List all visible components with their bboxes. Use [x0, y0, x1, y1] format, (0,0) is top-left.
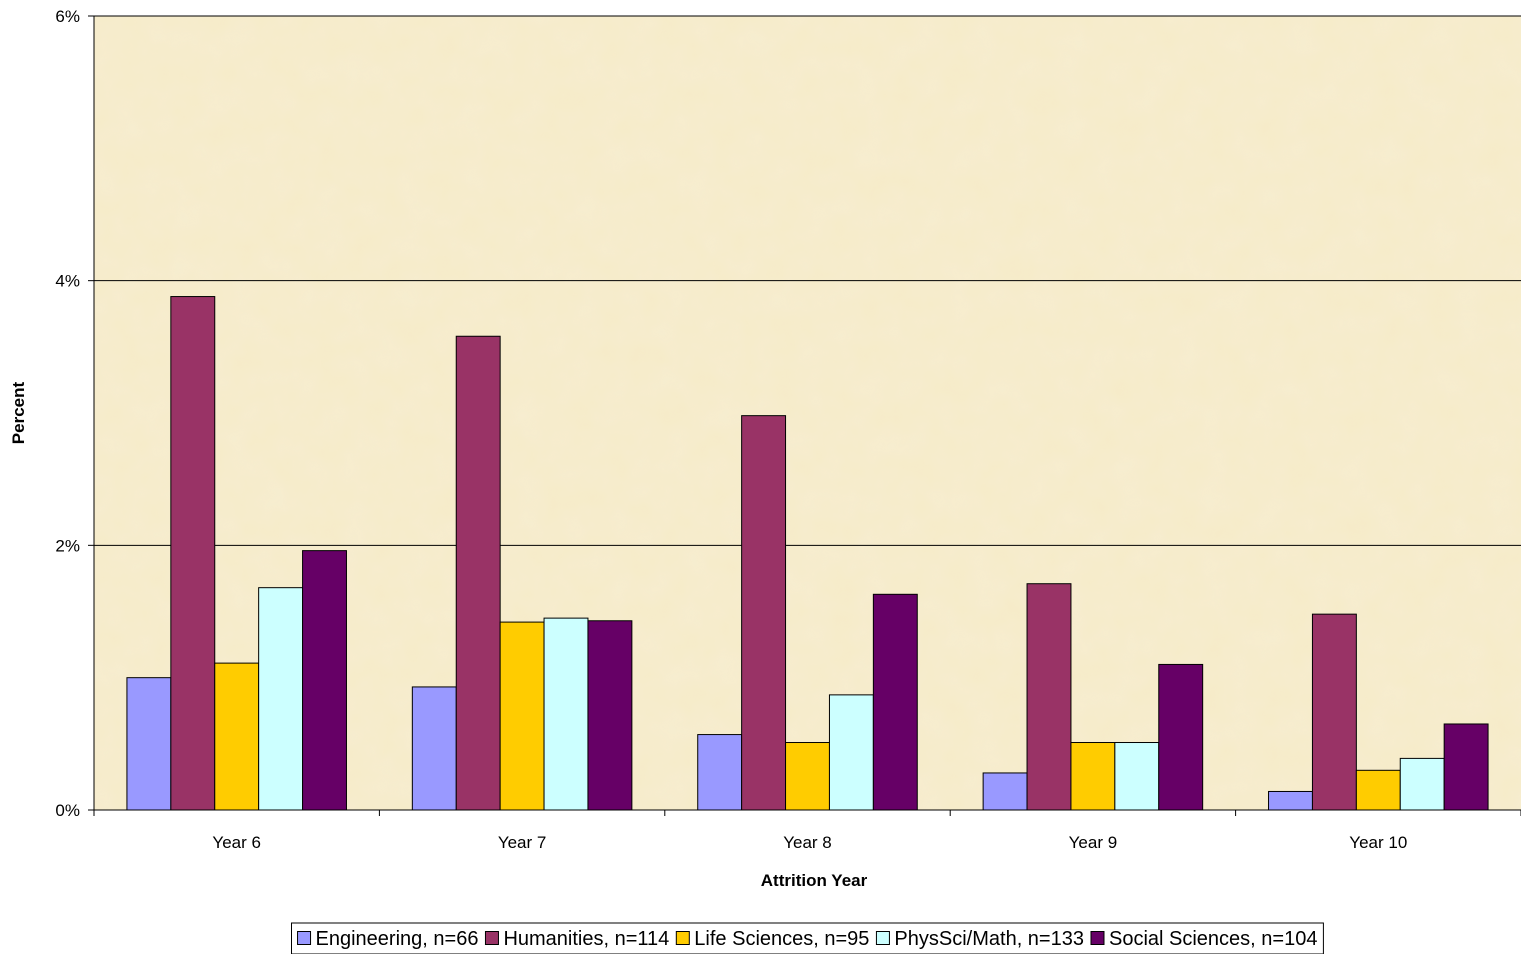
bar-physsci-math-year-6: [258, 587, 304, 811]
legend-box: [291, 922, 1324, 954]
y-tick-label: 4%: [55, 272, 80, 291]
y-tick-label: 0%: [55, 801, 80, 820]
bar-physsci-math-year-7: [543, 617, 589, 811]
x-tick-label: Year 6: [212, 833, 261, 852]
legend-swatch: [484, 931, 499, 945]
legend-label: Social Sciences, n=104: [1109, 928, 1317, 950]
bar-physsci-math-year-9: [1114, 742, 1160, 811]
bar-life-sciences-year-8: [785, 742, 830, 811]
bar-engineering-year-10: [1268, 790, 1313, 811]
legend-swatch: [675, 931, 690, 945]
bar-humanities-year-7: [455, 335, 501, 811]
bar-social-sciences-year-6: [302, 550, 347, 811]
bar-life-sciences-year-10: [1355, 769, 1401, 811]
legend-swatch: [297, 931, 312, 945]
bar-social-sciences-year-7: [587, 620, 633, 811]
bar-humanities-year-9: [1026, 583, 1072, 811]
bar-engineering-year-6: [126, 677, 172, 811]
bar-social-sciences-year-10: [1443, 723, 1489, 811]
gridlines: [94, 15, 1521, 546]
x-axis: Year 6 Year 7 Year 8 Year 9 Year 10: [93, 809, 1521, 852]
y-tick-label: 6%: [55, 7, 80, 26]
bar-physsci-math-year-10: [1399, 757, 1445, 811]
legend-swatch: [1090, 931, 1105, 945]
x-tick-label: Year 7: [498, 833, 547, 852]
y-tick-label: 2%: [55, 536, 80, 555]
legend-label: Humanities, n=114: [503, 928, 669, 950]
bar-engineering-year-7: [411, 686, 457, 811]
x-tick-label: Year 9: [1069, 833, 1118, 852]
bar-humanities-year-6: [170, 296, 216, 811]
bar-life-sciences-year-9: [1070, 742, 1116, 811]
x-axis-title: Attrition Year: [761, 871, 868, 890]
bar-humanities-year-10: [1311, 613, 1357, 811]
bar-life-sciences-year-7: [499, 621, 545, 811]
x-tick-label: Year 10: [1349, 833, 1407, 852]
bar-humanities-year-8: [741, 415, 787, 811]
bar-life-sciences-year-6: [214, 662, 260, 811]
legend-label: Life Sciences, n=95: [694, 928, 869, 950]
bar-physsci-math-year-8: [828, 694, 874, 811]
legend: Engineering, n=66 Humanities, n=114 Life S…: [291, 922, 1324, 954]
bar-engineering-year-8: [697, 734, 743, 811]
y-axis-title: Percent: [9, 381, 28, 444]
legend-label: PhysSci/Math, n=133: [894, 928, 1084, 950]
y-axis: 0% 2% 4% 6%: [55, 7, 95, 820]
bar-social-sciences-year-9: [1158, 663, 1204, 811]
legend-swatch: [875, 931, 890, 945]
x-tick-label: Year 8: [783, 833, 832, 852]
bars: [126, 296, 1489, 811]
bar-social-sciences-year-8: [872, 593, 918, 811]
bar-engineering-year-9: [982, 772, 1028, 811]
legend-label: Engineering, n=66: [316, 928, 479, 950]
